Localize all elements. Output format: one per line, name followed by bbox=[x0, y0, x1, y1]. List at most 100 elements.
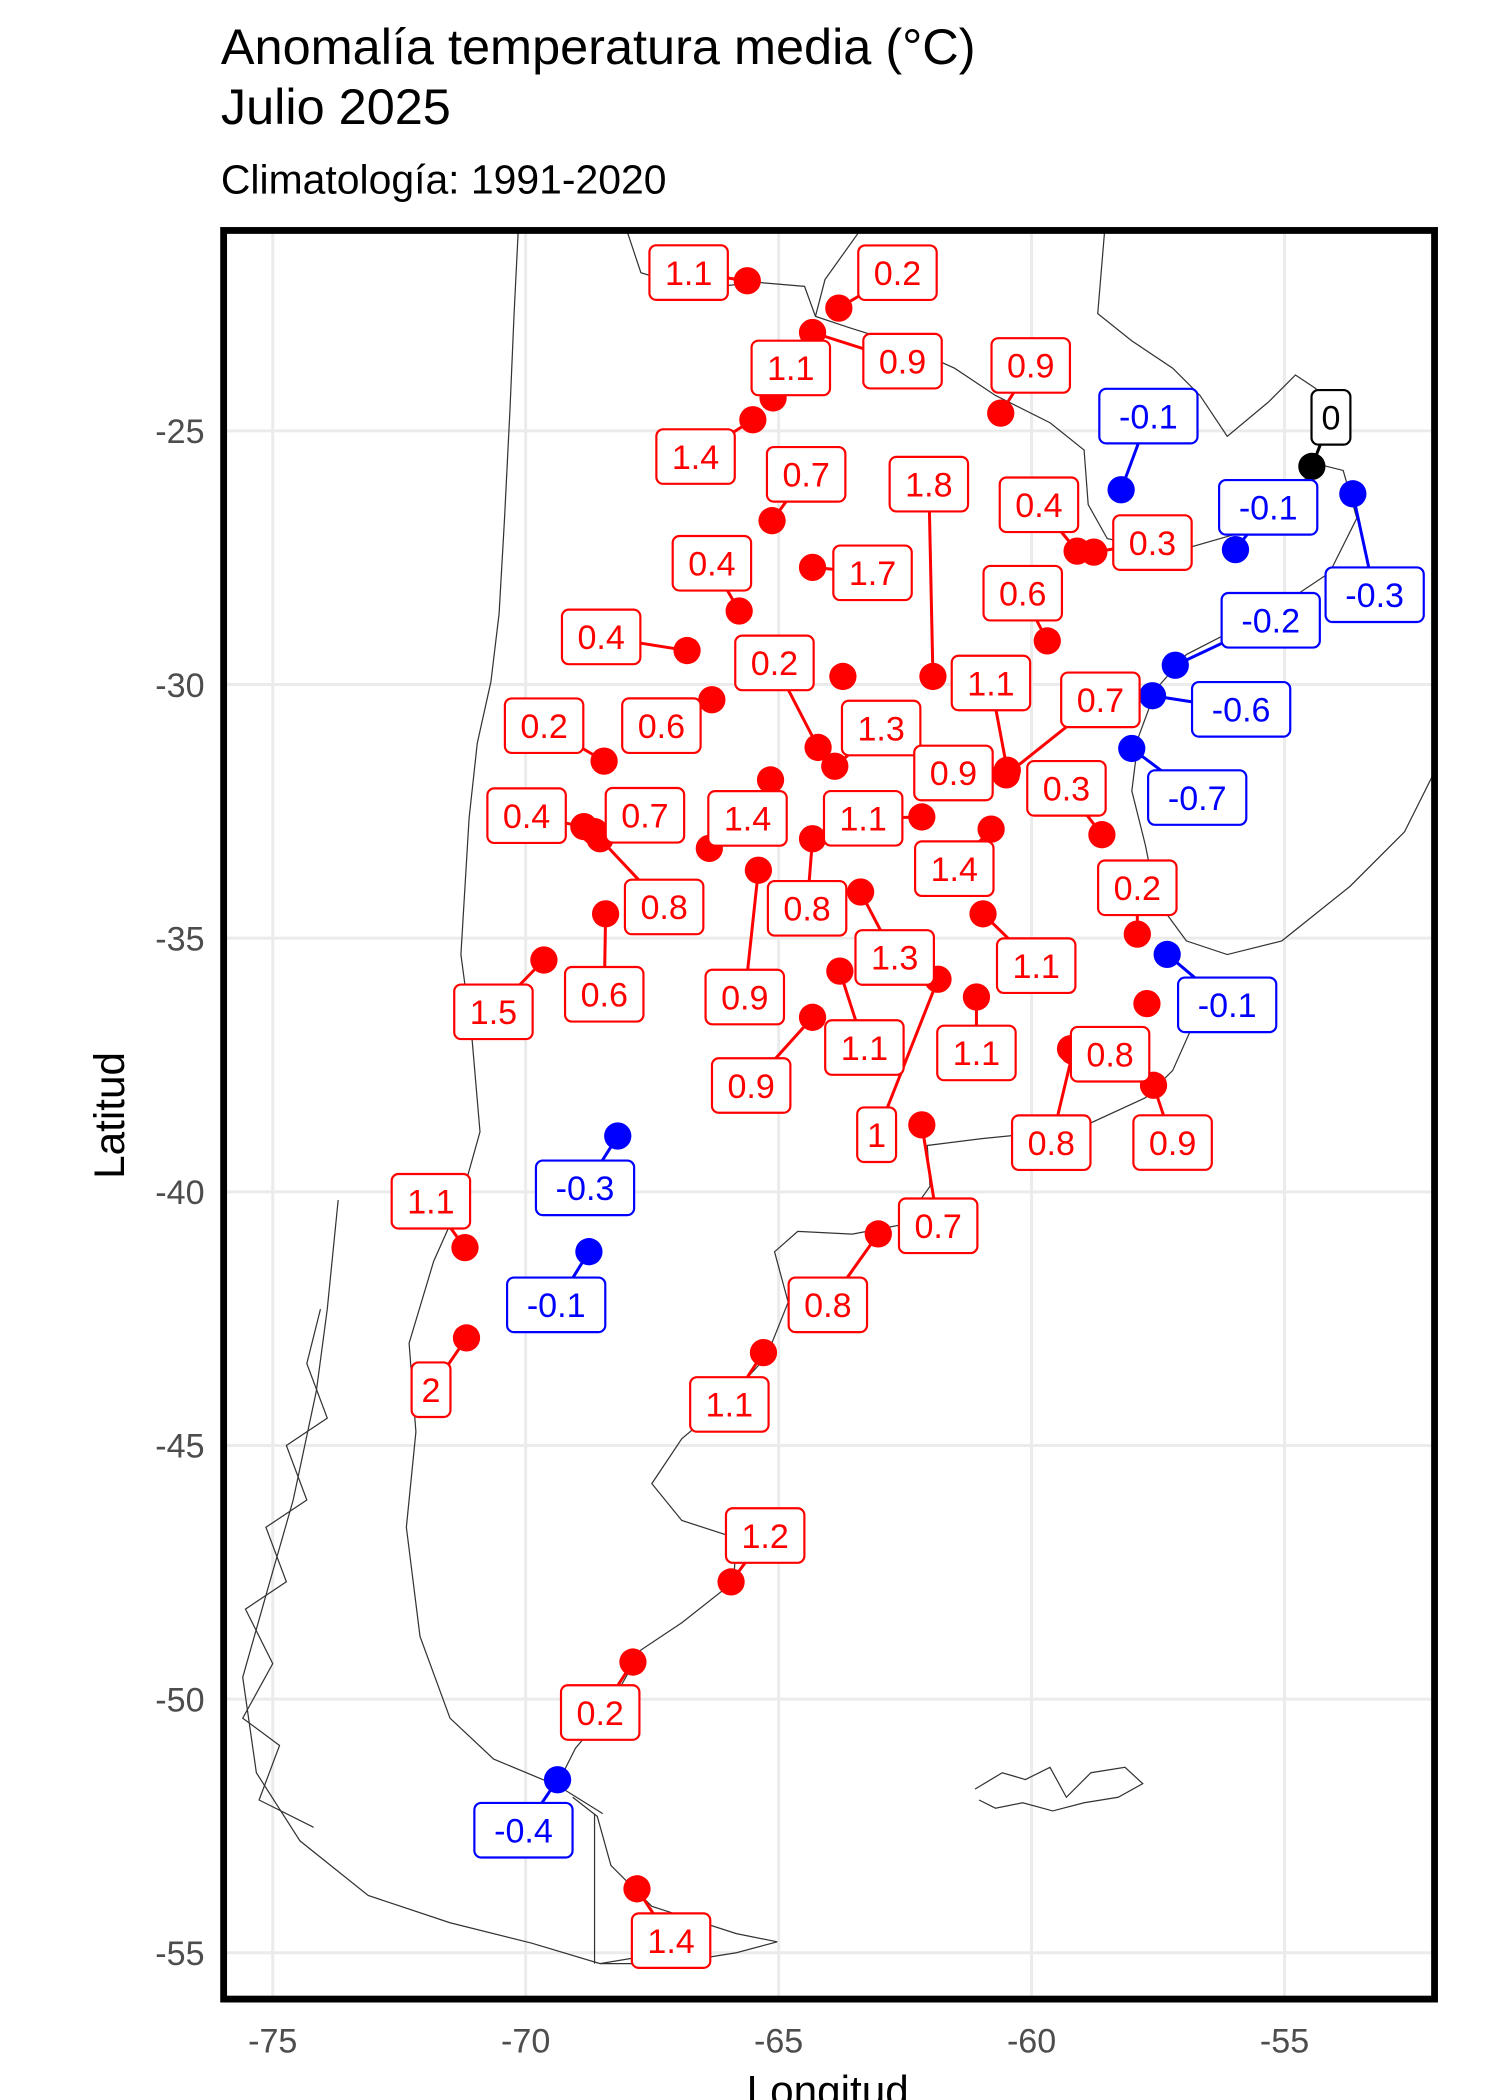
value-label-box bbox=[824, 1019, 905, 1076]
value-label-box bbox=[724, 1507, 806, 1564]
value-label: 1.4 bbox=[647, 1923, 694, 1961]
value-label: 1.2 bbox=[741, 1518, 788, 1556]
value-label: -0.1 bbox=[1119, 398, 1178, 436]
axes: -75 -70 -65 -60 -55 -25 -30 -35 -40 -45 -50 -55 bbox=[155, 413, 1309, 2060]
value-label: -0.1 bbox=[527, 1287, 586, 1325]
value-label-box bbox=[832, 544, 913, 602]
value-label-box bbox=[1069, 1025, 1151, 1083]
value-label-box bbox=[559, 1684, 641, 1741]
value-label: 0.6 bbox=[581, 977, 628, 1015]
value-label-box bbox=[1112, 514, 1193, 571]
value-label: -0.3 bbox=[1345, 577, 1404, 615]
station-point bbox=[1133, 989, 1161, 1018]
value-label: 0.8 bbox=[1086, 1036, 1133, 1074]
value-label-box bbox=[630, 1912, 712, 1969]
value-label-box bbox=[621, 697, 702, 755]
chart-subtitle: Climatología: 1991-2020 bbox=[221, 157, 667, 203]
value-label: 1.1 bbox=[839, 801, 886, 839]
value-label-box bbox=[897, 1197, 979, 1255]
value-label: 1.1 bbox=[706, 1387, 753, 1425]
y-tick-label: -35 bbox=[155, 920, 204, 958]
value-label-box bbox=[560, 608, 642, 666]
value-label-box bbox=[854, 929, 935, 986]
stations-layer: 1.1 0.2 0.9 1.1 1.4 0.9 -0.1 0 -0.3 -0.1 0.7 0.4 0.3… bbox=[390, 244, 1425, 1969]
value-label-box bbox=[862, 332, 943, 390]
value-label: 0.2 bbox=[1114, 870, 1161, 908]
value-label: 0.8 bbox=[804, 1287, 851, 1325]
value-label-box bbox=[990, 337, 1072, 394]
y-tick-label: -25 bbox=[155, 413, 204, 451]
value-label: 0.2 bbox=[874, 255, 921, 293]
station-point bbox=[1161, 651, 1189, 679]
panel-border bbox=[220, 227, 1438, 2003]
value-label: 1.7 bbox=[849, 555, 896, 593]
chart-title-line2: Julio 2025 bbox=[221, 78, 451, 135]
value-label: 1.4 bbox=[931, 851, 978, 889]
value-label-box bbox=[1220, 591, 1321, 649]
value-label-box bbox=[950, 654, 1032, 712]
map-outline bbox=[241, 231, 1433, 1965]
value-label-box bbox=[750, 339, 832, 397]
value-label: 1.1 bbox=[967, 665, 1014, 703]
andes-border bbox=[405, 231, 604, 1815]
y-tick-label: -30 bbox=[155, 667, 204, 705]
value-label-box bbox=[710, 1057, 792, 1114]
value-label-box bbox=[704, 968, 786, 1026]
chart-title-line1: Anomalía temperatura media (°C) bbox=[221, 18, 976, 75]
value-label: 1.4 bbox=[724, 801, 771, 839]
value-label: 0.7 bbox=[621, 798, 668, 836]
label-segment bbox=[927, 484, 935, 677]
value-label-box bbox=[453, 983, 534, 1041]
value-label: 0 bbox=[1321, 400, 1340, 438]
station-point bbox=[756, 766, 785, 794]
value-label: 0.8 bbox=[640, 889, 687, 927]
value-label: 0.9 bbox=[721, 979, 768, 1017]
value-label-box bbox=[1190, 680, 1292, 738]
value-label-box bbox=[486, 787, 567, 845]
value-label: -0.2 bbox=[1241, 603, 1300, 641]
value-label-box bbox=[1324, 566, 1425, 624]
value-labels: 1.1 0.2 0.9 1.1 1.4 0.9 -0.1 0 -0.3 -0.1 0.7 0.4 0.3… bbox=[390, 244, 1425, 1969]
value-label-box bbox=[1132, 1114, 1213, 1171]
value-label-box bbox=[765, 445, 847, 503]
value-label: 0.9 bbox=[1007, 348, 1054, 386]
y-tick-label: -45 bbox=[155, 1428, 204, 1466]
station-point bbox=[825, 294, 853, 322]
value-label: 1.4 bbox=[672, 439, 719, 477]
x-axis-title: Longitud bbox=[747, 2067, 909, 2100]
y-tick-label: -40 bbox=[155, 1174, 204, 1212]
value-label-box bbox=[914, 840, 995, 898]
value-label-box bbox=[998, 476, 1080, 534]
value-label: -0.4 bbox=[494, 1812, 553, 1850]
value-label: 1.3 bbox=[871, 940, 918, 978]
value-label-box bbox=[689, 1376, 770, 1433]
bolivia-border bbox=[814, 231, 860, 317]
value-label: 0.4 bbox=[1015, 487, 1062, 525]
value-label-box bbox=[766, 879, 848, 937]
value-label: 2 bbox=[422, 1372, 441, 1410]
value-label: 1.1 bbox=[841, 1030, 888, 1068]
value-label-box bbox=[982, 564, 1064, 622]
value-label-box bbox=[655, 428, 736, 485]
value-label-box bbox=[857, 244, 938, 302]
value-label-box bbox=[1176, 976, 1278, 1034]
x-tick-label: -65 bbox=[754, 2022, 803, 2060]
value-label-box bbox=[1098, 387, 1199, 445]
station-point bbox=[829, 662, 857, 691]
value-label-box bbox=[1060, 671, 1141, 729]
value-label-box bbox=[787, 1276, 869, 1334]
y-tick-label: -55 bbox=[155, 1935, 204, 1973]
value-label: 0.6 bbox=[999, 575, 1046, 613]
value-label-box bbox=[506, 1276, 607, 1334]
value-label-box bbox=[410, 1361, 452, 1419]
value-label: 0.3 bbox=[1043, 771, 1090, 809]
value-label-box bbox=[503, 697, 585, 755]
falkland-islands bbox=[974, 1766, 1144, 1812]
value-label-box bbox=[534, 1159, 636, 1217]
value-label: 0.7 bbox=[782, 457, 829, 495]
value-label: -0.6 bbox=[1212, 692, 1271, 730]
value-label: 1.1 bbox=[767, 350, 814, 388]
value-label-box bbox=[936, 1024, 1017, 1082]
value-label: 0.4 bbox=[503, 798, 550, 836]
value-label: 1.1 bbox=[1013, 948, 1060, 986]
